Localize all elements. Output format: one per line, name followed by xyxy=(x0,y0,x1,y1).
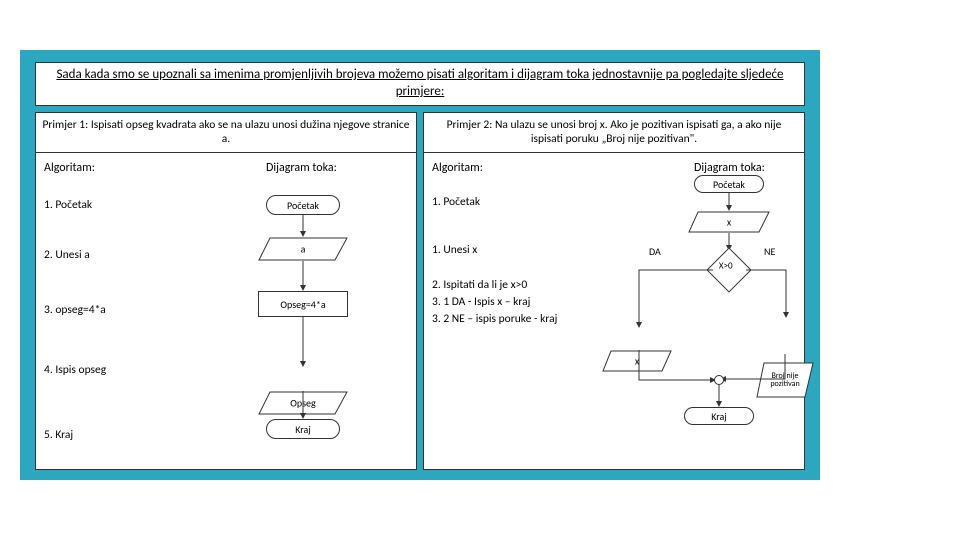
arrow-icon xyxy=(300,317,306,367)
step4: 4. Ispis opseg xyxy=(44,363,106,377)
example1-panel: Algoritam: Dijagram toka: 1. Početak 2. … xyxy=(35,152,417,470)
connector-icon xyxy=(714,375,724,385)
step3: 3. opseg=4*a xyxy=(44,303,106,317)
example2-panel: Algoritam: Dijagram toka: 1. Početak 1. … xyxy=(423,152,805,470)
flow-start: Početak xyxy=(694,175,764,193)
arrow-icon xyxy=(726,193,732,211)
arrow-icon xyxy=(720,354,790,384)
da-label: DA xyxy=(649,245,661,258)
example1-header: Primjer 1: Ispisati opseg kvadrata ako s… xyxy=(35,112,417,153)
example2-header: Primjer 2: Na ulazu se unosi broj x. Ako… xyxy=(423,112,805,153)
slide-title: Sada kada smo se upoznali sa imenima pro… xyxy=(35,62,805,106)
step2: 1. Unesi x xyxy=(432,243,477,257)
arrow-icon xyxy=(300,391,306,419)
step1: 1. Početak xyxy=(44,198,92,212)
dia-label: Dijagram toka: xyxy=(266,161,337,175)
arrow-icon xyxy=(636,350,716,390)
arrow-icon xyxy=(300,215,306,237)
flow-input: x xyxy=(688,211,770,233)
step4: 3. 1 DA - Ispis x – kraj xyxy=(432,295,530,309)
flow-start: Početak xyxy=(266,195,340,215)
slide-canvas: Sada kada smo se upoznali sa imenima pro… xyxy=(20,50,820,480)
flow-decision-label: X>0 xyxy=(719,261,733,272)
flow-end: Kraj xyxy=(266,419,340,439)
flow-decision: X>0 xyxy=(706,247,751,292)
ne-label: NE xyxy=(764,245,775,258)
step1: 1. Početak xyxy=(432,195,480,209)
flow-end: Kraj xyxy=(684,407,754,425)
arrow-icon xyxy=(746,268,796,318)
dia-label: Dijagram toka: xyxy=(694,161,765,175)
flow-input-label: a xyxy=(301,243,306,256)
step3: 2. Ispitati da li je x>0 xyxy=(432,278,527,292)
step5: 5. Kraj xyxy=(44,428,73,442)
arrow-icon xyxy=(716,385,722,407)
arrow-icon xyxy=(300,261,306,291)
arrow-icon xyxy=(629,268,713,328)
algo-label: Algoritam: xyxy=(44,161,95,175)
step5: 3. 2 NE – ispis poruke - kraj xyxy=(432,312,557,326)
algo-label: Algoritam: xyxy=(432,161,483,175)
flow-input-label: x xyxy=(727,216,731,229)
flow-input: a xyxy=(258,237,348,261)
step2: 2. Unesi a xyxy=(44,248,90,262)
flow-process: Opseg=4*a xyxy=(258,291,348,317)
